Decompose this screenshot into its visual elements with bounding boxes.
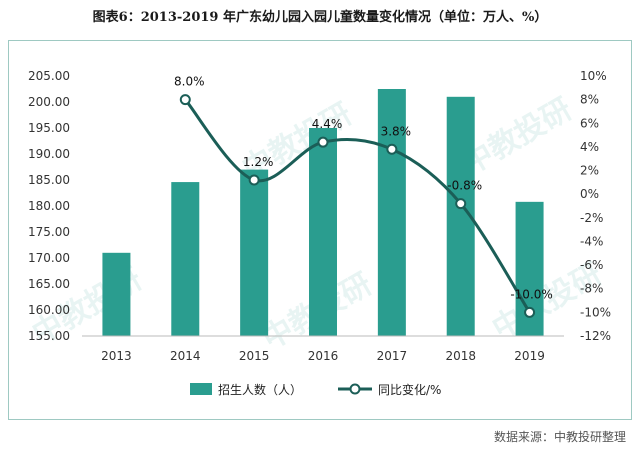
x-axis: 2013 2014 2015 2016 2017 2018 2019 (82, 335, 564, 363)
right-tick-label: 2% (580, 164, 599, 178)
x-tick-label: 2019 (514, 349, 545, 363)
right-tick-label: 6% (580, 116, 599, 130)
right-axis: -12% -10% -8% -6% -4% -2% 0% 2% 4% 6% 8% 10% (580, 69, 611, 343)
left-tick-label: 180.00 (28, 199, 70, 213)
right-tick-label: -6% (580, 258, 603, 272)
left-axis: 155.00 160.00 165.00 170.00 175.00 180.00 185.… (28, 69, 70, 343)
bar-2013 (102, 252, 131, 336)
bar-2014 (171, 182, 200, 336)
left-tick-label: 165.00 (28, 277, 70, 291)
legend-bar-swatch (190, 383, 212, 395)
left-tick-label: 205.00 (28, 69, 70, 83)
x-tick-label: 2017 (377, 349, 408, 363)
x-tick-label: 2018 (445, 349, 476, 363)
left-tick-label: 175.00 (28, 225, 70, 239)
right-tick-label: -8% (580, 282, 603, 296)
data-labels: 8.0% 1.2% 4.4% 3.8% -0.8% -10.0% (174, 75, 553, 302)
left-tick-label: 195.00 (28, 121, 70, 135)
left-tick-label: 185.00 (28, 173, 70, 187)
line-point (386, 143, 398, 155)
legend-line-marker (349, 383, 361, 395)
x-tick-label: 2015 (239, 349, 270, 363)
bar-2016 (309, 128, 337, 336)
x-tick-label: 2014 (170, 349, 201, 363)
left-tick-label: 200.00 (28, 95, 70, 109)
x-tick-label: 2013 (101, 349, 132, 363)
line-data-label: 4.4% (312, 117, 343, 131)
left-tick-label: 160.00 (28, 303, 70, 317)
right-tick-label: -10% (580, 305, 611, 319)
right-tick-label: -4% (580, 234, 603, 248)
right-tick-label: -2% (580, 211, 603, 225)
line-data-label: -10.0% (510, 287, 552, 301)
line-data-label: 3.8% (381, 124, 412, 138)
source-note: 数据来源：中教投研整理 (493, 430, 626, 444)
line-point (179, 94, 191, 106)
left-tick-label: 155.00 (28, 329, 70, 343)
yoy-line (184, 98, 531, 314)
line-data-label: 8.0% (174, 75, 205, 89)
legend-bar-label: 招生人数（人） (218, 382, 302, 397)
chart-title: 图表6：2013-2019 年广东幼儿园入园儿童数量变化情况（单位：万人、%） (92, 10, 548, 25)
legend: 招生人数（人） 同比变化/% (190, 382, 441, 397)
right-tick-label: 4% (580, 140, 599, 154)
right-tick-label: 8% (580, 93, 599, 107)
x-tick-label: 2016 (308, 349, 339, 363)
line-point (524, 306, 536, 318)
right-tick-label: 10% (580, 69, 607, 83)
line-point (317, 136, 329, 148)
left-tick-label: 190.00 (28, 147, 70, 161)
right-tick-label: -12% (580, 329, 611, 343)
left-tick-label: 170.00 (28, 251, 70, 265)
line-data-label: 1.2% (243, 155, 274, 169)
bar-2017 (377, 89, 406, 336)
line-data-label: -0.8% (447, 179, 482, 193)
bar-2015 (240, 169, 269, 336)
legend-line-label: 同比变化/% (378, 382, 441, 397)
line-point (248, 174, 260, 186)
line-point (455, 198, 467, 210)
line-series (179, 94, 536, 318)
right-tick-label: 0% (580, 187, 599, 201)
